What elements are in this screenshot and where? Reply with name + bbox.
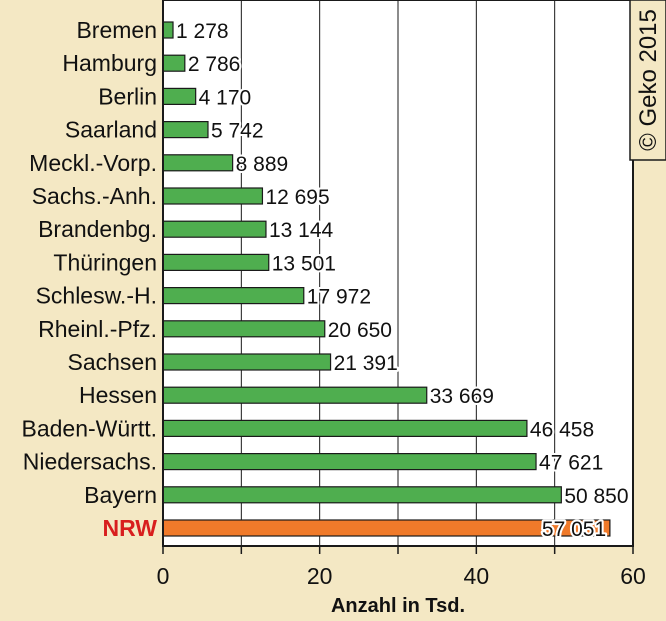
x-tick-label: 40	[464, 563, 490, 589]
category-label: Niedersachs.	[23, 449, 157, 475]
value-label: 4 170	[199, 86, 252, 109]
value-label: 47 621	[539, 452, 603, 475]
copyright-box: © Geko 2015	[629, 0, 666, 161]
bar-series	[162, 21, 611, 537]
category-label: Berlin	[98, 83, 157, 109]
category-label: Sachs.-Anh.	[32, 183, 157, 209]
bar	[162, 120, 209, 139]
category-label: Hessen	[79, 382, 157, 408]
value-label: 46 458	[530, 418, 594, 441]
category-label: Sachsen	[67, 349, 157, 375]
category-label: Brandenbg.	[38, 216, 157, 242]
bar	[162, 87, 197, 106]
category-label: Saarland	[65, 117, 157, 143]
category-label: Bremen	[76, 17, 157, 43]
value-label: 17 972	[307, 286, 371, 309]
value-label: 1 278	[176, 20, 229, 43]
value-label: 5 742	[211, 120, 264, 143]
bar	[162, 386, 428, 404]
value-label: 21 391	[334, 352, 398, 375]
x-tick-label: 60	[620, 563, 646, 589]
copyright-text: © Geko 2015	[635, 9, 662, 151]
value-label: 2 786	[188, 53, 241, 76]
value-label: 57 051	[542, 518, 606, 541]
bar	[162, 21, 174, 39]
category-label: Thüringen	[53, 249, 157, 275]
value-label: 13 501	[272, 252, 336, 275]
x-axis-ticks: 0 20 40 60	[157, 546, 646, 589]
bar	[162, 453, 537, 471]
category-label: Baden-Württ.	[22, 415, 158, 441]
bar	[162, 253, 270, 271]
bar	[162, 486, 562, 504]
category-label: Hamburg	[62, 50, 157, 76]
value-label: 12 695	[265, 186, 329, 209]
value-label: 8 889	[236, 153, 289, 176]
bar	[162, 320, 326, 338]
bar	[162, 154, 234, 172]
bar	[162, 419, 528, 437]
bar	[162, 54, 186, 72]
value-label: 13 144	[269, 219, 334, 242]
category-label: Bayern	[84, 482, 157, 508]
plot-frame	[162, 0, 634, 547]
value-label: 50 850	[564, 485, 628, 508]
value-label: 20 650	[328, 319, 392, 342]
x-axis-title: Anzahl in Tsd.	[331, 595, 465, 617]
category-labels: Bremen Hamburg Berlin Saarland Meckl.-Vorp. S…	[22, 17, 158, 541]
bar	[162, 187, 264, 205]
value-label: 33 669	[430, 385, 494, 408]
bar	[162, 353, 332, 371]
category-label: Meckl.-Vorp.	[29, 150, 157, 176]
category-label: NRW	[102, 515, 157, 541]
category-label: Schlesw.-H.	[36, 283, 157, 309]
x-tick-label: 20	[307, 563, 333, 589]
value-labels: 1 278 2 786 4 170 5 742 8 889 12 695 13 144 13 …	[174, 18, 631, 543]
category-label: Rheinl.-Pfz.	[38, 316, 157, 342]
bar	[162, 287, 305, 305]
x-tick-label: 0	[157, 563, 170, 589]
bar	[162, 220, 267, 238]
